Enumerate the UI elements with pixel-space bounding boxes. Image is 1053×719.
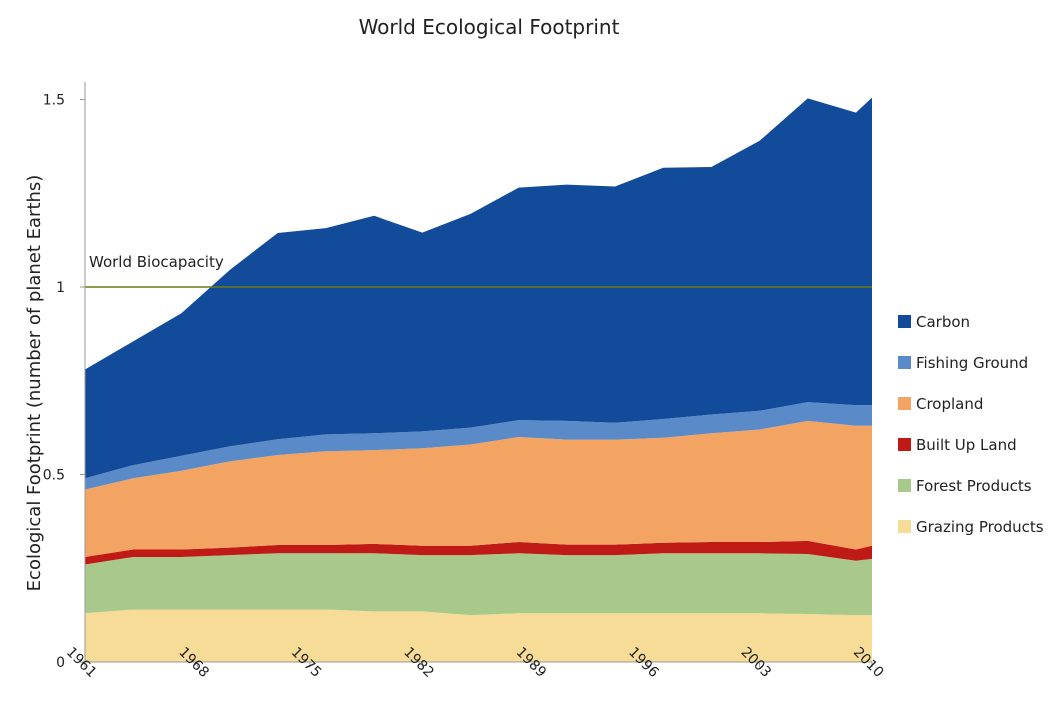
legend-label-fishing-ground: Fishing Ground [916, 354, 1028, 372]
legend-swatch-cropland [898, 397, 911, 410]
area-carbon [85, 97, 872, 479]
y-tick-label: 0.5 [43, 468, 65, 484]
legend-label-carbon: Carbon [916, 313, 970, 331]
legend-label-grazing-products: Grazing Products [916, 518, 1044, 536]
legend-label-built-up-land: Built Up Land [916, 436, 1017, 454]
biocapacity-annotation: World Biocapacity [85, 253, 872, 288]
legend-label-forest-products: Forest Products [916, 477, 1032, 495]
y-tick-label: 1.5 [43, 93, 65, 109]
axes [84, 82, 872, 663]
biocapacity-label: World Biocapacity [89, 253, 224, 271]
area-forest-products [85, 553, 872, 616]
legend-label-cropland: Cropland [916, 395, 983, 413]
area-cropland [85, 420, 872, 557]
legend-swatch-fishing-ground [898, 356, 911, 369]
area-grazing-products [85, 609, 872, 662]
area-built-up-land [85, 540, 872, 565]
legend-swatch-grazing-products [898, 520, 911, 533]
stacked-areas [85, 97, 872, 662]
legend-swatch-forest-products [898, 479, 911, 492]
legend-swatch-built-up-land [898, 438, 911, 451]
area-fishing-ground [85, 402, 872, 490]
legend-swatch-carbon [898, 315, 911, 328]
y-tick-label: 1 [56, 280, 65, 296]
y-axis-label: Ecological Footprint (number of planet E… [24, 175, 45, 592]
chart-title: World Ecological Footprint [359, 15, 620, 39]
legend: Carbon Fishing Ground Cropland Built Up Lan… [898, 313, 1044, 536]
y-tick-label: 0 [56, 655, 65, 671]
